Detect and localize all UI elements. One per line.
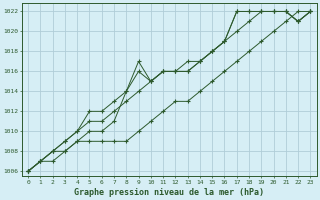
X-axis label: Graphe pression niveau de la mer (hPa): Graphe pression niveau de la mer (hPa)	[74, 188, 264, 197]
